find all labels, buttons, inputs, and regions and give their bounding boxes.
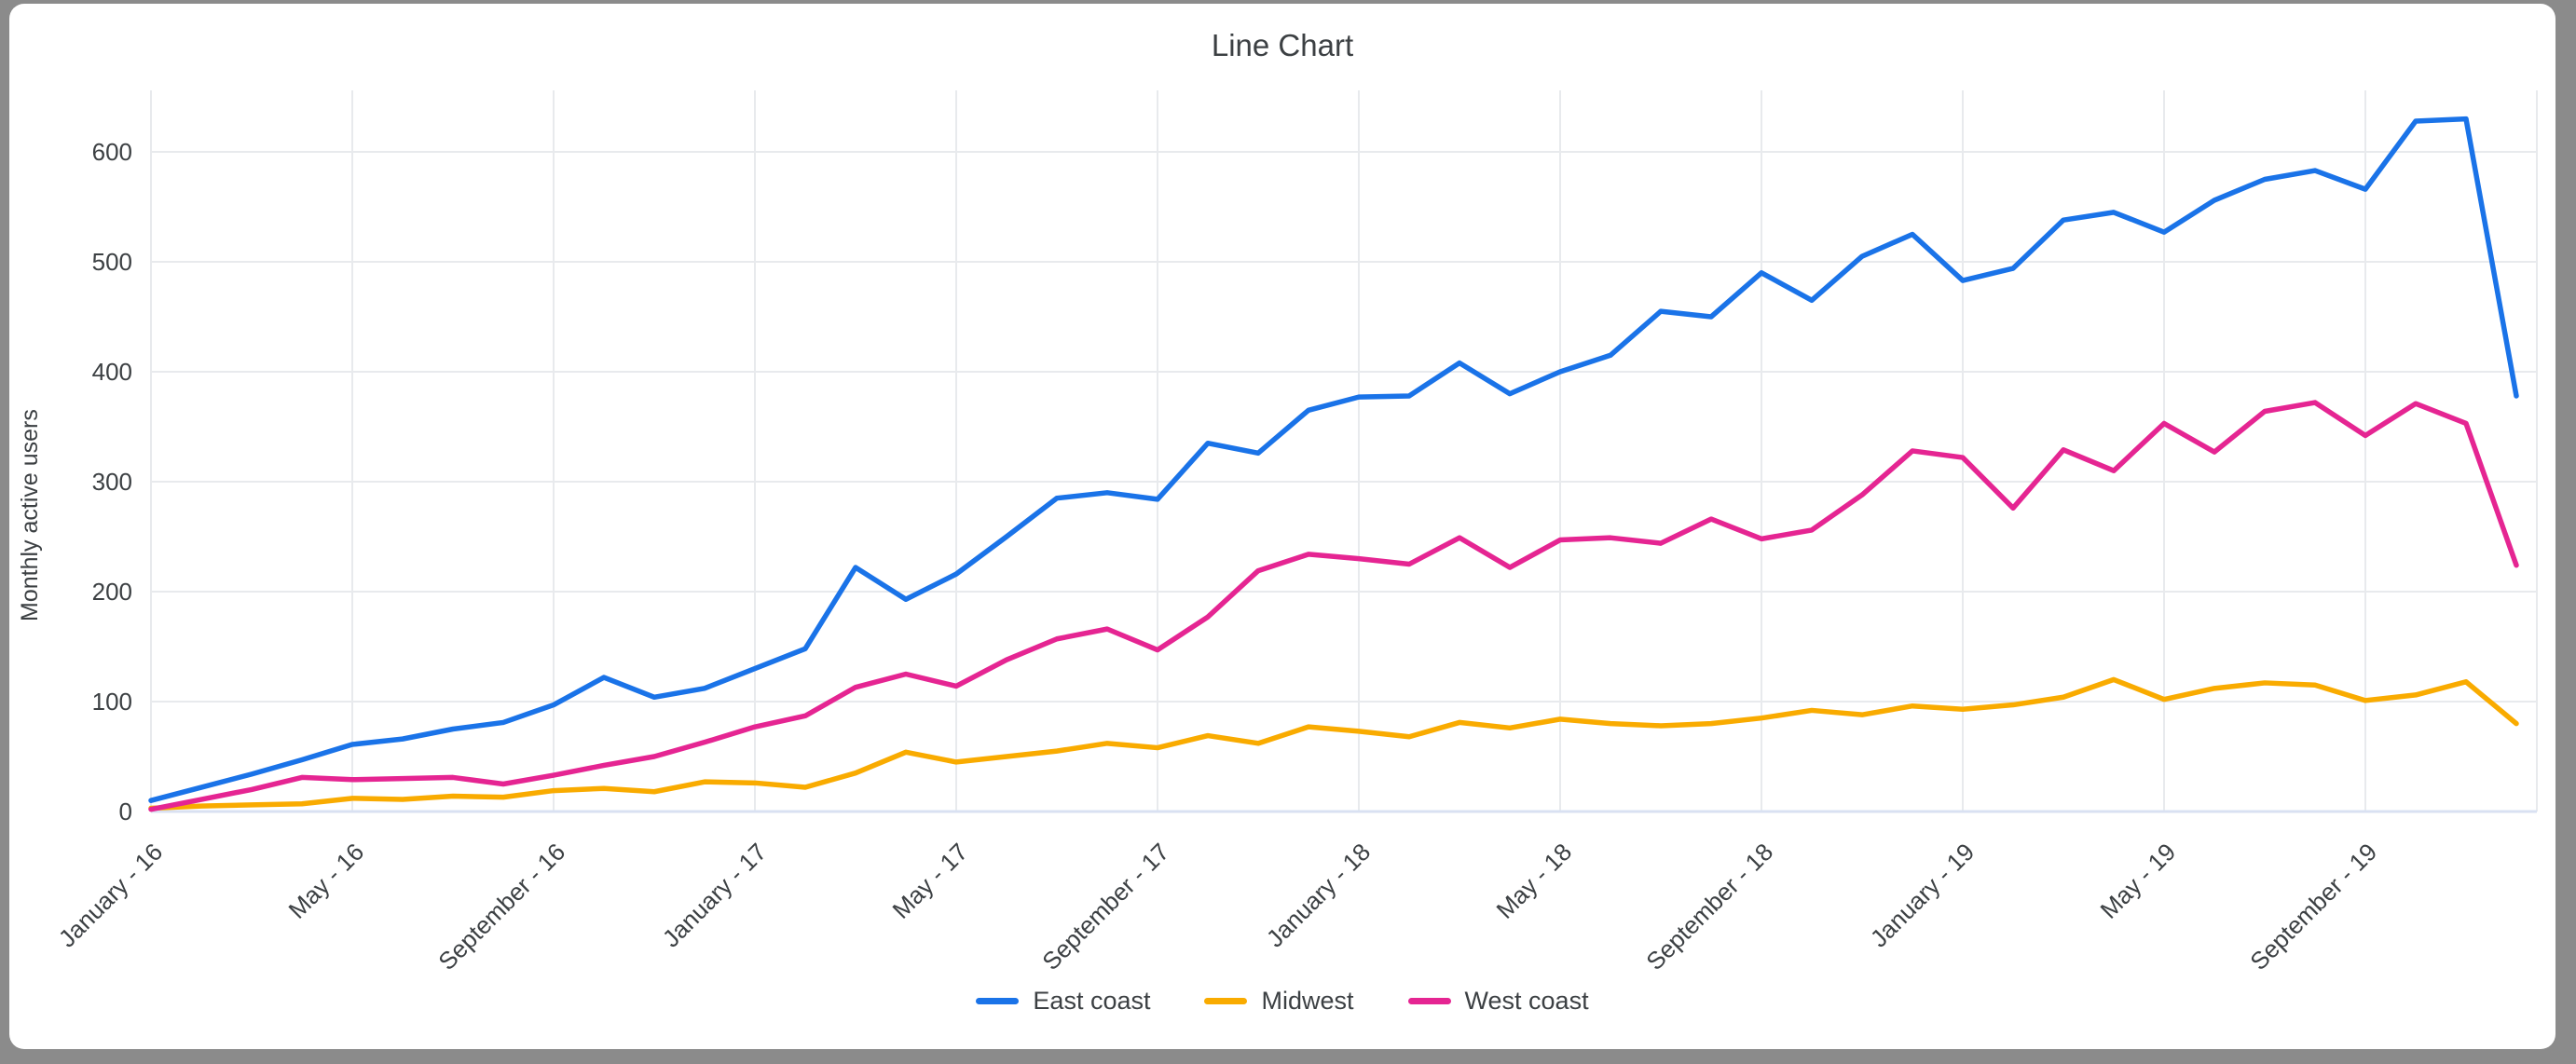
- legend-label: East coast: [1033, 987, 1151, 1015]
- x-tick-label: May - 16: [283, 838, 370, 924]
- legend-item-west-coast[interactable]: West coast: [1407, 987, 1589, 1016]
- y-axis-title: Monthly active users: [17, 409, 43, 621]
- x-tick-label: May - 18: [1491, 838, 1578, 924]
- x-tick-label: September - 19: [2244, 838, 2382, 975]
- y-tick-label: 200: [92, 578, 132, 606]
- chart-line-east-coast: [148, 116, 2519, 803]
- line-chart[interactable]: 0 100 200 300 400 500 600 January - 16 May - 16 S…: [9, 4, 2555, 1049]
- legend-swatch-icon: [1204, 998, 1248, 1004]
- legend-swatch-icon: [1407, 998, 1451, 1004]
- chart-title: Line Chart: [1211, 28, 1354, 62]
- legend-item-east-coast[interactable]: East coast: [976, 987, 1150, 1016]
- x-tick-label: May - 17: [887, 838, 974, 924]
- chart-card: Line Chart 0 100 200 300 400 500 600 January - …: [9, 4, 2555, 1049]
- legend-label: West coast: [1464, 987, 1589, 1015]
- y-tick-label: 300: [92, 468, 132, 496]
- x-tick-label: January - 17: [657, 838, 772, 952]
- x-tick-label: January - 16: [53, 838, 168, 952]
- x-tick-label: May - 19: [2095, 838, 2182, 924]
- y-tick-label: 600: [92, 138, 132, 166]
- x-tick-label: September - 17: [1036, 838, 1174, 975]
- legend-label: Midwest: [1261, 987, 1354, 1015]
- x-tick-label: September - 16: [432, 838, 570, 975]
- chart-legend: East coast Midwest West coast: [9, 987, 2555, 1016]
- y-tick-label: 500: [92, 248, 132, 276]
- x-tick-label: January - 18: [1261, 838, 1376, 952]
- y-tick-label: 100: [92, 688, 132, 716]
- y-tick-label: 400: [92, 358, 132, 386]
- y-tick-label: 0: [119, 798, 132, 825]
- legend-swatch-icon: [976, 998, 1020, 1004]
- x-tick-label: January - 19: [1865, 838, 1980, 952]
- x-tick-label: September - 18: [1640, 838, 1778, 975]
- chart-line-midwest: [148, 676, 2519, 812]
- chart-line-west-coast: [148, 400, 2519, 812]
- legend-item-midwest[interactable]: Midwest: [1204, 987, 1354, 1016]
